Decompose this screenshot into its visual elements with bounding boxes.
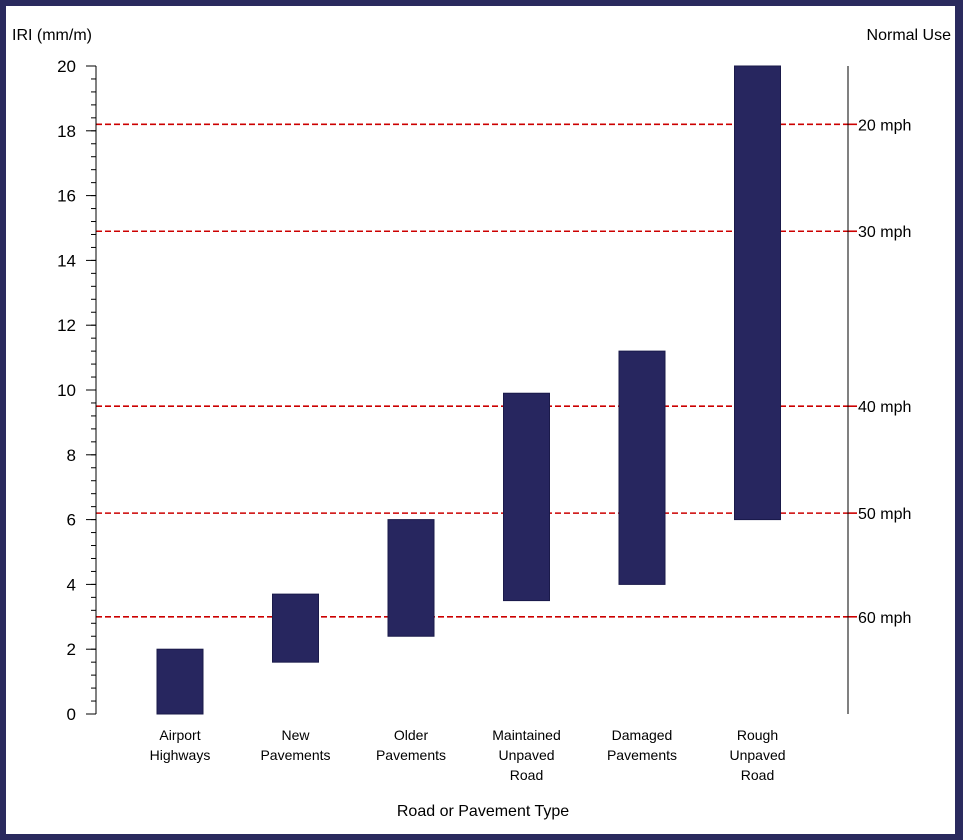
category-label: Older: [394, 727, 429, 743]
y-tick-label: 6: [67, 511, 76, 530]
range-bar: [618, 350, 666, 585]
range-bar: [503, 392, 550, 602]
y-tick-label: 20: [57, 57, 76, 76]
y-tick-label: 16: [57, 187, 76, 206]
category-label: Unpaved: [729, 747, 785, 763]
category-label: Pavements: [607, 747, 677, 763]
range-bar: [387, 519, 435, 637]
category-label: Road: [510, 767, 543, 783]
category-label: Highways: [150, 747, 211, 763]
category-label: Rough: [737, 727, 778, 743]
y-tick-label: 18: [57, 122, 76, 141]
category-label: Maintained: [492, 727, 561, 743]
category-label: Damaged: [612, 727, 673, 743]
y-tick-label: 0: [67, 705, 76, 724]
speed-label: 20 mph: [858, 117, 911, 134]
y-tick-label: 2: [67, 640, 76, 659]
y-axis-title: IRI (mm/m): [12, 27, 92, 44]
speed-label: 30 mph: [858, 224, 911, 241]
speed-label: 60 mph: [858, 610, 911, 627]
axes-layer: [86, 65, 849, 715]
range-bar: [272, 593, 319, 663]
speed-label: 50 mph: [858, 506, 911, 523]
y-tick-label: 10: [57, 381, 76, 400]
x-axis-title: Road or Pavement Type: [397, 803, 569, 820]
category-label: Road: [741, 767, 774, 783]
labels-layer: 20 mph 30 mph 40 mph 50 mph 60 mph Airport Hig…: [12, 27, 951, 820]
bars-layer: [156, 65, 781, 715]
range-bar: [156, 648, 204, 715]
speed-label: 40 mph: [858, 399, 911, 416]
category-label: Airport: [159, 727, 200, 743]
category-label: Pavements: [260, 747, 330, 763]
category-label: Pavements: [376, 747, 446, 763]
y-tick-label: 12: [57, 316, 76, 335]
category-label: New: [281, 727, 310, 743]
category-label: Unpaved: [498, 747, 554, 763]
speed-lines-layer: [96, 123, 857, 618]
y-tick-label: 4: [67, 575, 76, 594]
y-tick-label: 8: [67, 446, 76, 465]
range-bar: [734, 65, 781, 521]
right-axis-title: Normal Use: [867, 27, 952, 44]
y-tick-label: 14: [57, 251, 76, 270]
